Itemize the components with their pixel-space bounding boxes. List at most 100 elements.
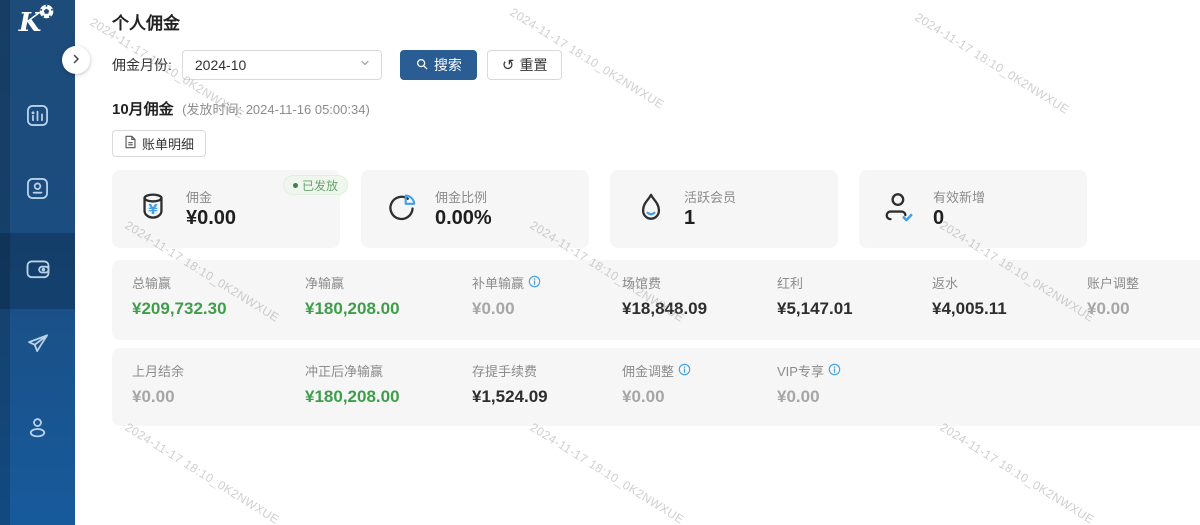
watermark: 2024-11-17 18:10_0K2NWXUE [937, 420, 1097, 525]
cell-label: 返水 [932, 276, 959, 291]
issue-time: (发放时间: 2024-11-16 05:00:34) [182, 102, 370, 117]
cell-value: ¥5,147.01 [777, 299, 853, 318]
cell-value: ¥209,732.30 [132, 299, 227, 318]
stat-card-value: 0.00% [435, 206, 492, 229]
summary-row: 上月结余 ¥0.00 冲正后净输赢 ¥180,208.00 存提手续费 ¥1,5… [112, 348, 1200, 426]
cell-label: 总输赢 [132, 276, 172, 291]
sidebar-item-members[interactable] [0, 163, 75, 219]
cell-label: 补单输赢 [472, 276, 525, 291]
info-icon[interactable] [528, 275, 541, 293]
cell-label: 净输赢 [305, 276, 345, 291]
sidebar-item-wallet[interactable] [0, 233, 75, 309]
summary-cell-rebate: 返水 ¥4,005.11 [932, 275, 1087, 340]
month-select-label: 佣金月份: [112, 57, 172, 73]
money-jar-icon: ¥ [134, 188, 172, 231]
badge-dot-icon [292, 182, 298, 188]
summary-cell-total-winloss: 总输赢 ¥209,732.30 [132, 275, 305, 340]
info-icon[interactable] [828, 363, 841, 381]
stat-card-commission-rate: 佣金比例 0.00% [361, 170, 589, 248]
status-badge: 已发放 [282, 175, 348, 195]
cell-label: 账户调整 [1087, 276, 1140, 291]
cell-value: ¥0.00 [472, 299, 515, 318]
member-check-icon [881, 188, 919, 231]
summary-cell-commission-adjust: 佣金调整 ¥0.00 [622, 363, 777, 426]
cell-label: 场馆费 [622, 276, 662, 291]
cell-value: ¥180,208.00 [305, 387, 400, 406]
bill-detail-label: 账单明细 [142, 137, 195, 152]
month-select[interactable]: 2024-10 [181, 50, 382, 80]
cell-label: 佣金调整 [622, 364, 675, 379]
filter-bar: 佣金月份: 2024-10 搜索 ↺ 重置 [112, 50, 1200, 80]
flame-icon [632, 188, 670, 231]
cell-value: ¥0.00 [622, 387, 665, 406]
bill-detail-button[interactable]: 账单明细 [112, 130, 207, 157]
bar-chart-icon [24, 102, 51, 134]
search-button-label: 搜索 [433, 57, 462, 73]
watermark: 2024-11-17 18:10_0K2NWXUE [527, 420, 687, 525]
badge-label: 已发放 [301, 178, 338, 193]
pie-chart-icon [383, 188, 421, 231]
cell-label: 上月结余 [132, 364, 185, 379]
summary-cell-account-adjust: 账户调整 ¥0.00 [1087, 275, 1200, 340]
stat-card-value: 0 [933, 206, 945, 229]
stat-card-value: ¥0.00 [186, 206, 237, 229]
stat-card-label: 有效新增 [933, 189, 986, 205]
stat-card-label: 佣金比例 [435, 189, 488, 205]
cell-value: ¥18,848.09 [622, 299, 708, 318]
sidebar-item-dashboard[interactable] [0, 90, 75, 146]
sidebar-expand-button[interactable] [62, 46, 90, 74]
stat-card-new-members: 有效新增 0 [859, 170, 1087, 248]
summary-cell-last-month-balance: 上月结余 ¥0.00 [132, 363, 305, 426]
summary-cell-adjust-winloss: 补单输赢 ¥0.00 [472, 275, 622, 340]
stat-cards: ¥ 佣金 ¥0.00 已发放 佣金比例 0.00% [112, 170, 1200, 248]
reset-button[interactable]: ↺ 重置 [486, 50, 563, 80]
soccer-ball-icon [39, 4, 54, 23]
svg-text:¥: ¥ [148, 201, 158, 217]
chevron-right-icon [70, 53, 82, 68]
stat-card-active-members: 活跃会员 1 [610, 170, 838, 248]
period-title: 10月佣金 [112, 101, 174, 118]
search-button[interactable]: 搜索 [399, 50, 477, 80]
stat-card-value: 1 [684, 206, 696, 229]
stat-card-label: 佣金 [186, 189, 213, 205]
sidebar-item-profile[interactable] [0, 402, 75, 458]
undo-icon: ↺ [501, 56, 515, 74]
summary-cell-deposit-fee: 存提手续费 ¥1,524.09 [472, 363, 622, 426]
summary-cell-venue-fee: 场馆费 ¥18,848.09 [622, 275, 777, 340]
cell-label: 冲正后净输赢 [305, 364, 384, 379]
app-logo[interactable]: K [0, 4, 75, 42]
id-card-icon [24, 175, 51, 207]
month-select-value: 2024-10 [194, 57, 247, 73]
cell-label: 红利 [777, 276, 804, 291]
info-icon[interactable] [678, 363, 691, 381]
cell-value: ¥0.00 [1087, 299, 1130, 318]
page-title: 个人佣金 [112, 14, 180, 33]
cell-value: ¥0.00 [777, 387, 820, 406]
user-icon [24, 414, 51, 446]
cell-value: ¥0.00 [132, 387, 175, 406]
summary-cell-corrected-net-winloss: 冲正后净输赢 ¥180,208.00 [305, 363, 472, 426]
cell-label: 存提手续费 [472, 364, 538, 379]
stat-card-commission: ¥ 佣金 ¥0.00 已发放 [112, 170, 348, 248]
summary-cell-bonus: 红利 ¥5,147.01 [777, 275, 932, 340]
magnifier-icon [415, 57, 429, 74]
reset-button-label: 重置 [519, 57, 548, 73]
summary-row: 总输赢 ¥209,732.30 净输赢 ¥180,208.00 补单输赢 ¥0.… [112, 260, 1200, 340]
logo-letter: K [18, 8, 42, 38]
document-icon [124, 135, 137, 152]
main-content: 个人佣金 佣金月份: 2024-10 搜索 ↺ 重置 10月佣金 (发放时间: … [75, 0, 1200, 525]
summary-panel: 总输赢 ¥209,732.30 净输赢 ¥180,208.00 补单输赢 ¥0.… [112, 260, 1200, 426]
watermark: 2024-11-17 18:10_0K2NWXUE [122, 420, 282, 525]
paper-plane-icon [24, 330, 51, 362]
summary-cell-vip-exclusive: VIP专享 ¥0.00 [777, 363, 932, 426]
cell-value: ¥1,524.09 [472, 387, 548, 406]
summary-cell-net-winloss: 净输赢 ¥180,208.00 [305, 275, 472, 340]
cell-value: ¥4,005.11 [932, 299, 1007, 318]
sidebar: K [0, 0, 75, 525]
cell-value: ¥180,208.00 [305, 299, 400, 318]
wallet-icon [24, 255, 52, 288]
sidebar-item-messages[interactable] [0, 318, 75, 374]
stat-card-label: 活跃会员 [684, 189, 737, 205]
chevron-down-icon [359, 56, 371, 74]
